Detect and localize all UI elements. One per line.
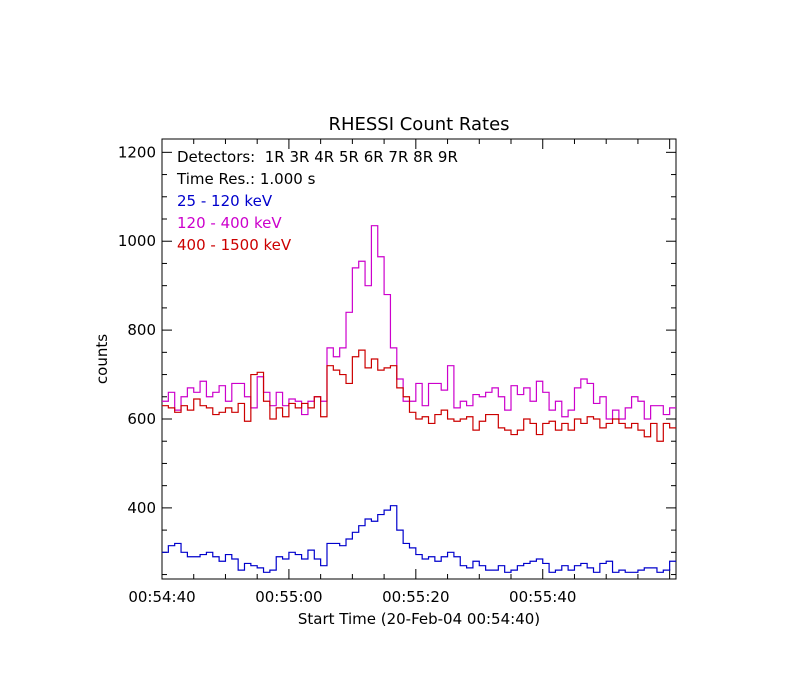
legend-entry: 120 - 400 keV [177, 214, 282, 232]
detectors-annotation: Detectors: 1R 3R 4R 5R 6R 7R 8R 9R [177, 148, 458, 166]
y-tick-label: 1200 [118, 143, 156, 161]
series-group [162, 225, 676, 573]
time-res-annotation: Time Res.: 1.000 s [176, 170, 316, 188]
x-axis-label: Start Time (20-Feb-04 00:54:40) [298, 610, 540, 628]
y-axis-ticks: 400 600 800 1000 1200 [118, 143, 676, 576]
y-tick-label: 600 [127, 410, 156, 428]
x-tick-label: 00:55:20 [382, 588, 449, 606]
series-line-2 [162, 349, 676, 442]
y-tick-label: 400 [127, 499, 156, 517]
y-tick-label: 1000 [118, 232, 156, 250]
series-line-1 [162, 225, 676, 420]
chart-title: RHESSI Count Rates [328, 114, 509, 135]
legend-entry: 400 - 1500 keV [177, 236, 292, 254]
x-tick-label: 00:54:40 [128, 588, 195, 606]
y-tick-label: 800 [127, 321, 156, 339]
x-axis-ticks: 00:54:40 00:55:00 00:55:20 00:55:40 [128, 139, 671, 606]
series-line-0 [162, 505, 676, 573]
legend-entry: 25 - 120 keV [177, 192, 273, 210]
y-axis-label: counts [93, 334, 111, 384]
legend: 25 - 120 keV 120 - 400 keV 400 - 1500 keV [177, 192, 292, 254]
x-tick-label: 00:55:00 [255, 588, 322, 606]
x-tick-label: 00:55:40 [509, 588, 576, 606]
plot-frame [161, 138, 677, 580]
